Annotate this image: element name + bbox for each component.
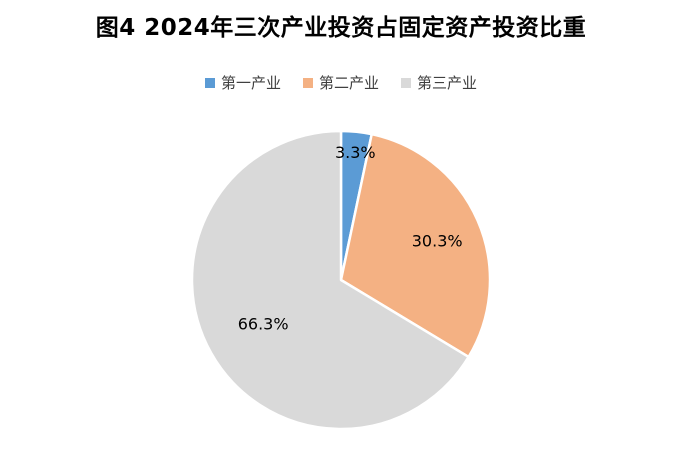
pie-label-tertiary-industry: 66.3% [238, 314, 289, 333]
legend-item-tertiary-industry: 第三产业 [401, 72, 477, 93]
legend-label-primary-industry: 第一产业 [220, 74, 281, 92]
pie-slices [190, 129, 492, 431]
chart-title: 图4 2024年三次产业投资占固定资产投资比重 [95, 15, 587, 41]
pie-label-secondary-industry: 30.3% [412, 231, 463, 250]
legend-swatch-secondary-industry [302, 77, 313, 88]
chart-legend: 第一产业 第二产业 第三产业 [0, 72, 682, 93]
legend-label-secondary-industry: 第二产业 [318, 74, 379, 92]
legend-swatch-primary-industry [204, 77, 215, 88]
legend-swatch-tertiary-industry [401, 77, 411, 88]
legend-item-secondary-industry: 第二产业 [302, 72, 379, 93]
pie-label-primary-industry: 3.3% [335, 143, 376, 162]
legend-label-tertiary-industry: 第三产业 [417, 74, 478, 92]
legend-item-primary-industry: 第一产业 [204, 72, 281, 93]
pie-slice-tertiary-industry [190, 129, 470, 431]
pie-labels: 3.3% 30.3% 66.3% [238, 143, 463, 333]
